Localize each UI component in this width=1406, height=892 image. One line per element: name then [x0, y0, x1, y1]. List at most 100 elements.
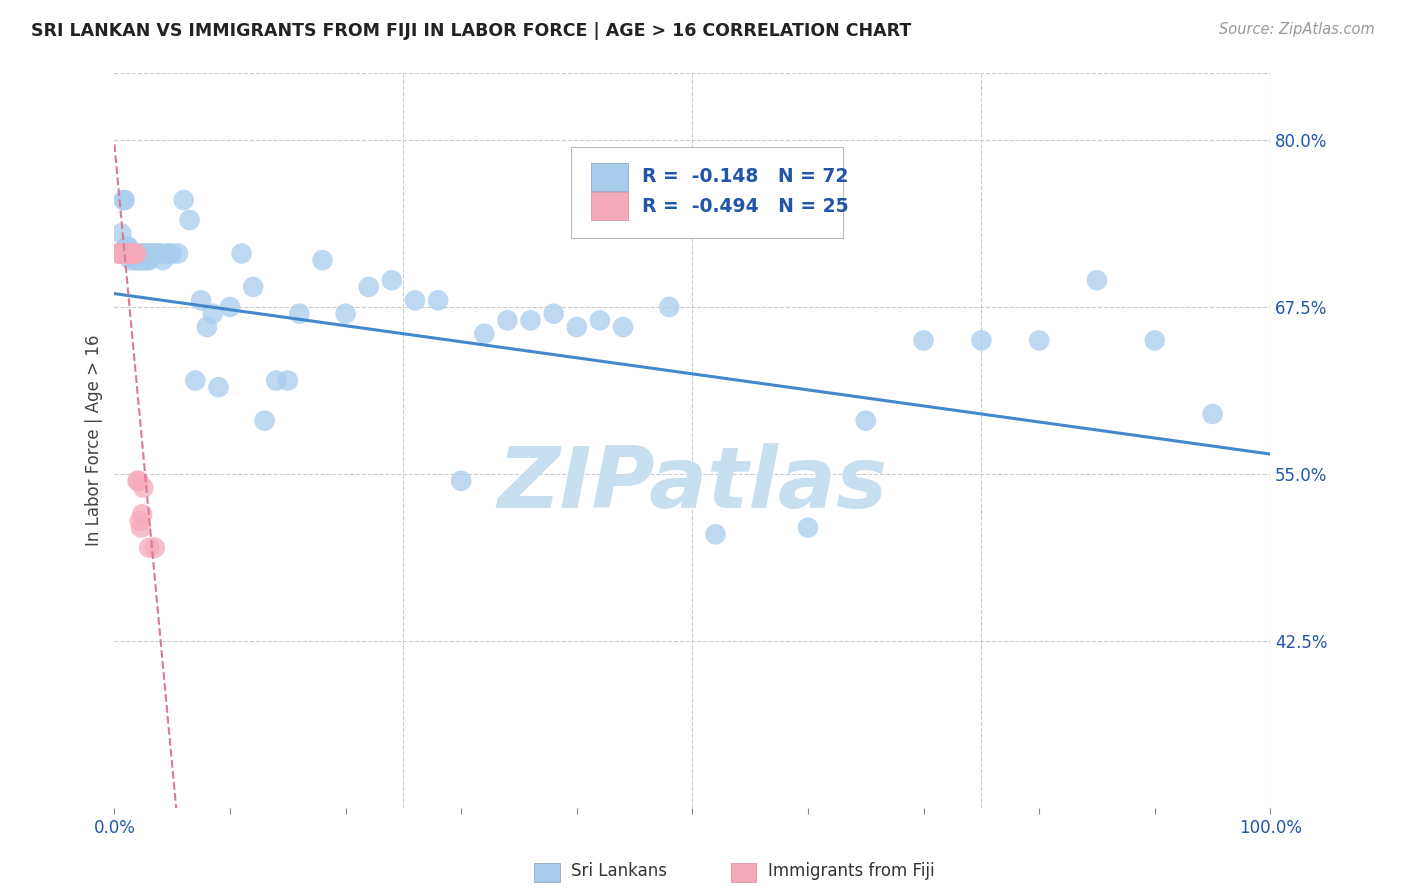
Point	[110, 246, 132, 260]
Point	[125, 246, 148, 260]
Point	[797, 521, 820, 535]
Point	[132, 253, 155, 268]
Point	[450, 474, 472, 488]
Point	[122, 246, 145, 260]
Point	[114, 246, 136, 260]
Point	[912, 334, 935, 348]
Point	[117, 240, 139, 254]
Point	[855, 414, 877, 428]
Point	[121, 246, 143, 260]
Point	[135, 246, 157, 260]
Point	[134, 253, 156, 268]
Point	[121, 246, 143, 260]
Point	[335, 307, 357, 321]
Point	[381, 273, 404, 287]
Text: Source: ZipAtlas.com: Source: ZipAtlas.com	[1219, 22, 1375, 37]
Text: Sri Lankans: Sri Lankans	[571, 863, 666, 880]
Point	[1085, 273, 1108, 287]
Text: ZIPatlas: ZIPatlas	[498, 443, 887, 526]
Point	[120, 253, 142, 268]
Bar	[591, 162, 627, 191]
FancyBboxPatch shape	[571, 146, 842, 238]
Point	[128, 253, 150, 268]
Point	[427, 293, 450, 308]
Point	[658, 300, 681, 314]
Text: R =  -0.148   N = 72: R = -0.148 N = 72	[641, 167, 848, 186]
Point	[565, 320, 588, 334]
Point	[145, 246, 167, 260]
Point	[357, 280, 380, 294]
Point	[125, 246, 148, 260]
Point	[127, 253, 149, 268]
Point	[115, 240, 138, 254]
Point	[311, 253, 333, 268]
Point	[201, 307, 224, 321]
Point	[124, 246, 146, 260]
Point	[129, 521, 152, 535]
Point	[219, 300, 242, 314]
Point	[114, 193, 136, 207]
Point	[589, 313, 612, 327]
Point	[704, 527, 727, 541]
Point	[128, 474, 150, 488]
Point	[135, 253, 157, 268]
Point	[173, 193, 195, 207]
Point	[1028, 334, 1050, 348]
Point	[543, 307, 565, 321]
Point	[160, 246, 183, 260]
Point	[136, 246, 159, 260]
Point	[404, 293, 426, 308]
Point	[231, 246, 253, 260]
Point	[167, 246, 190, 260]
Point	[264, 374, 287, 388]
Point	[179, 213, 201, 227]
Point	[111, 246, 134, 260]
Point	[155, 246, 177, 260]
Point	[242, 280, 264, 294]
Point	[122, 246, 145, 260]
Point	[519, 313, 541, 327]
Point	[1143, 334, 1166, 348]
Point	[115, 240, 138, 254]
Point	[472, 326, 495, 341]
Point	[496, 313, 519, 327]
Text: Immigrants from Fiji: Immigrants from Fiji	[768, 863, 935, 880]
Point	[149, 246, 172, 260]
Point	[138, 541, 160, 555]
Point	[120, 246, 142, 260]
Point	[107, 246, 129, 260]
Point	[184, 374, 207, 388]
Point	[110, 227, 132, 241]
Point	[108, 246, 131, 260]
Point	[190, 293, 212, 308]
Point	[132, 481, 155, 495]
Point	[159, 246, 181, 260]
Point	[118, 246, 141, 260]
Text: R =  -0.494   N = 25: R = -0.494 N = 25	[641, 196, 848, 216]
Point	[138, 253, 160, 268]
Y-axis label: In Labor Force | Age > 16: In Labor Force | Age > 16	[86, 335, 103, 547]
Point	[143, 541, 166, 555]
Point	[108, 246, 131, 260]
Point	[277, 374, 299, 388]
Point	[612, 320, 634, 334]
Point	[970, 334, 993, 348]
Point	[128, 514, 150, 528]
Point	[131, 508, 153, 522]
Point	[128, 246, 150, 260]
Point	[127, 474, 149, 488]
Point	[112, 246, 135, 260]
Point	[148, 246, 170, 260]
Bar	[591, 192, 627, 220]
Point	[1201, 407, 1223, 421]
Point	[117, 246, 139, 260]
Point	[195, 320, 218, 334]
Point	[115, 246, 138, 260]
Point	[207, 380, 229, 394]
Point	[288, 307, 311, 321]
Point	[129, 246, 152, 260]
Point	[118, 246, 141, 260]
Point	[131, 246, 153, 260]
Point	[112, 193, 135, 207]
Point	[141, 246, 163, 260]
